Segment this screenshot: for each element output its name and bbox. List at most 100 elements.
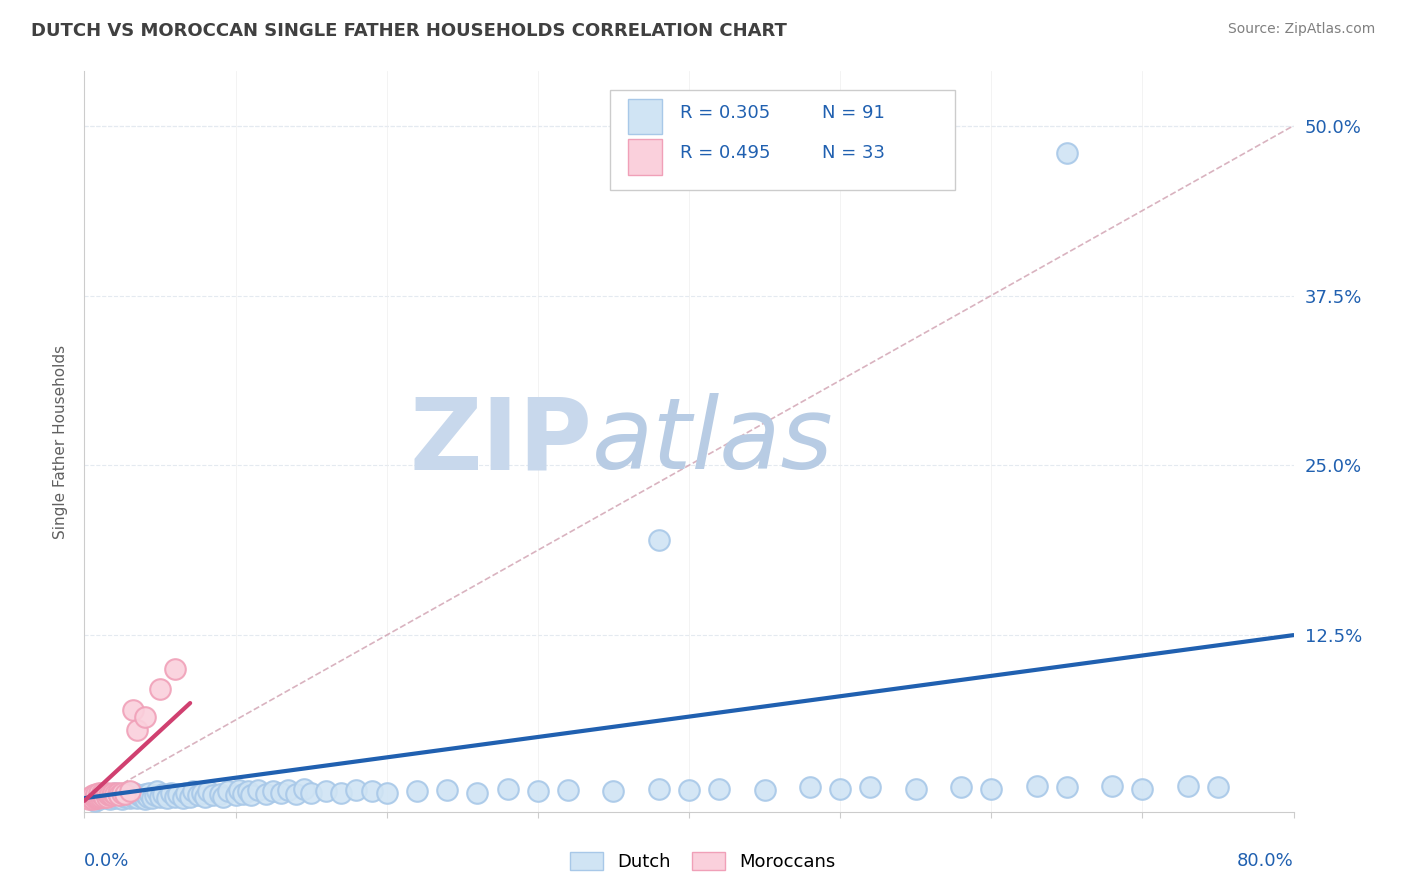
Y-axis label: Single Father Households: Single Father Households — [53, 344, 69, 539]
Point — [197, 784, 219, 798]
Point — [201, 789, 224, 803]
Point — [436, 783, 458, 797]
Point — [859, 780, 882, 795]
Point — [108, 787, 131, 801]
Point — [89, 786, 111, 800]
Point — [82, 792, 104, 806]
Point — [104, 786, 127, 800]
Point — [104, 787, 127, 801]
Point — [217, 784, 239, 798]
Point — [134, 787, 156, 801]
Point — [96, 786, 118, 800]
Point — [146, 784, 169, 798]
Point — [980, 781, 1002, 796]
Point — [228, 783, 250, 797]
Point — [1056, 145, 1078, 160]
Text: R = 0.495: R = 0.495 — [681, 144, 770, 162]
Point — [904, 781, 927, 796]
Text: atlas: atlas — [592, 393, 834, 490]
Point — [131, 789, 153, 804]
Point — [98, 787, 121, 801]
Point — [111, 786, 134, 800]
Point — [648, 781, 671, 796]
Point — [557, 783, 579, 797]
Point — [107, 786, 129, 800]
Point — [136, 789, 159, 804]
Point — [127, 791, 149, 805]
Point — [262, 784, 284, 798]
Point — [181, 784, 204, 798]
Point — [165, 662, 187, 676]
Point — [360, 784, 382, 798]
Point — [138, 786, 160, 800]
Point — [375, 786, 398, 800]
Point — [602, 784, 624, 798]
Point — [467, 786, 489, 800]
Point — [118, 784, 141, 798]
Point — [96, 789, 118, 804]
Point — [152, 787, 174, 801]
Point — [100, 789, 122, 803]
Point — [96, 787, 118, 801]
Point — [91, 786, 114, 800]
Point — [84, 791, 107, 805]
Point — [80, 791, 103, 805]
Text: 80.0%: 80.0% — [1237, 853, 1294, 871]
Point — [94, 787, 117, 801]
Point — [104, 791, 127, 805]
Point — [89, 792, 111, 806]
Point — [145, 789, 167, 803]
Point — [111, 789, 134, 803]
Point — [82, 789, 104, 803]
Point — [299, 786, 322, 800]
Point — [77, 792, 100, 806]
Point — [118, 791, 141, 805]
Point — [247, 783, 270, 797]
Point — [114, 789, 136, 804]
Text: N = 33: N = 33 — [823, 144, 884, 162]
Point — [1025, 779, 1047, 793]
Point — [209, 787, 232, 801]
Point — [156, 791, 179, 805]
Point — [194, 789, 217, 804]
Point — [950, 780, 973, 795]
Legend: Dutch, Moroccans: Dutch, Moroccans — [564, 845, 842, 879]
Text: DUTCH VS MOROCCAN SINGLE FATHER HOUSEHOLDS CORRELATION CHART: DUTCH VS MOROCCAN SINGLE FATHER HOUSEHOL… — [31, 22, 787, 40]
Point — [191, 786, 214, 800]
Point — [84, 794, 107, 808]
Point — [121, 703, 143, 717]
Point — [141, 791, 163, 805]
Point — [108, 789, 131, 803]
Point — [179, 789, 201, 804]
Point — [830, 781, 852, 796]
Point — [270, 786, 292, 800]
Point — [107, 789, 129, 804]
Point — [254, 787, 277, 801]
Point — [96, 791, 118, 805]
Point — [98, 792, 121, 806]
Point — [277, 783, 299, 797]
Point — [172, 791, 194, 805]
Point — [86, 789, 108, 804]
Point — [678, 783, 700, 797]
Point — [90, 789, 112, 804]
Point — [799, 780, 821, 795]
Point — [232, 787, 254, 801]
Point — [236, 784, 259, 798]
Point — [134, 709, 156, 723]
Point — [149, 789, 172, 804]
Point — [128, 789, 150, 803]
Point — [187, 789, 209, 803]
Point — [87, 791, 110, 805]
Point — [101, 786, 124, 800]
Point — [118, 787, 141, 801]
Point — [1206, 780, 1229, 795]
Point — [80, 791, 103, 805]
Point — [754, 783, 776, 797]
Point — [121, 789, 143, 804]
FancyBboxPatch shape — [628, 139, 662, 175]
Point — [165, 789, 187, 804]
Point — [709, 781, 731, 796]
Text: ZIP: ZIP — [409, 393, 592, 490]
Point — [93, 789, 115, 804]
